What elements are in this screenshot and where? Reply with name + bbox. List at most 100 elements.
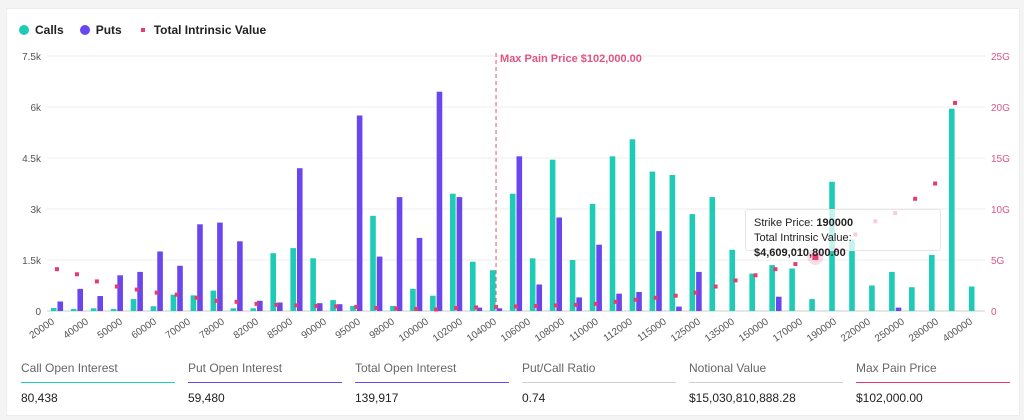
stat-total-open-interest: Total Open Interest 139,917 [355,361,509,413]
call-bar [649,171,656,311]
tiv-point [354,304,359,309]
put-bar [356,115,363,311]
call-bar [270,253,277,311]
legend-item-calls[interactable]: Calls [19,23,64,37]
call-bar [809,299,815,311]
tooltip-strike-value: 190000 [816,217,854,229]
y-right-tick-label: 20G [991,103,1010,114]
put-bar [396,197,403,311]
call-bar [849,239,855,311]
put-bar [197,224,203,311]
stat-value: $15,030,810,888.28 [689,391,796,405]
tiv-point [653,295,658,300]
tooltip-tiv-value: $4,609,010,800.00 [754,247,846,259]
tooltip-strike-label: Strike Price: [754,217,814,229]
tiv-point [394,306,399,311]
tiv-point [953,100,958,105]
x-tick-label: 98000 [368,316,397,341]
calls-swatch [19,25,29,35]
call-bar [410,288,416,311]
stat-label: Notional Value [689,361,767,375]
call-bar [250,308,257,311]
call-bar [589,203,596,311]
tiv-highlight-point [812,253,819,260]
call-bar [430,295,436,311]
legend-item-puts[interactable]: Puts [79,23,122,37]
call-bar [968,286,975,311]
open-interest-chart: 0 1.5k 3k 4.5k 6k 7.5k 0 5G 10G 15G 20G 25G Max Pain… [22,52,1010,345]
legend-item-tiv[interactable]: Total Intrinsic Value [138,23,266,37]
call-bar [170,294,177,311]
call-bar [529,258,536,311]
put-bar [137,271,143,311]
y-left-tick-label: 7.5k [22,52,42,63]
stat-value: 80,438 [21,391,58,405]
put-bar [416,237,423,311]
tiv-point [454,305,459,310]
stat-underline [522,382,676,383]
y-right-tick-label: 0 [991,307,997,318]
put-bar [376,256,383,311]
call-bar [290,248,296,311]
call-bar [130,299,137,311]
stat-label: Max Pain Price [856,361,937,375]
put-bar [257,300,263,311]
x-tick-label: 250000 [873,316,907,344]
call-bar [629,139,636,311]
x-tick-label: 170000 [771,316,805,344]
call-bar [469,261,476,311]
x-tick-label: 150000 [737,316,771,344]
call-bar [190,295,197,311]
tiv-point [154,290,159,295]
put-bar [296,168,303,311]
x-tick-label: 85000 [266,316,295,341]
stat-value: 59,480 [188,391,225,405]
x-tick-label: 110000 [568,316,601,344]
x-tick-label: 60000 [130,316,159,341]
call-bar [569,260,576,311]
tiv-point [254,301,259,306]
stat-value: $102,000.00 [856,391,923,405]
tiv-point [374,305,379,310]
stat-max-pain-price: Max Pain Price $102,000.00 [856,361,1010,413]
tiv-point [74,272,79,277]
stat-underline [188,382,342,383]
tiv-point [733,278,738,283]
x-tick-label: 82000 [232,316,261,341]
y-right-tick-label: 15G [991,154,1010,165]
tiv-point [174,292,179,297]
call-bar [450,193,456,311]
stat-label: Put/Call Ratio [522,361,596,375]
puts-swatch [79,25,90,35]
chart-tooltip: Strike Price: 190000 Total Intrinsic Val… [745,209,941,259]
tiv-point [434,307,439,312]
call-bar [549,159,556,311]
call-bar [350,305,356,311]
put-bar [775,296,782,311]
put-bar [636,291,642,311]
put-bar [436,91,443,311]
x-tick-label: 40000 [62,316,91,341]
tiv-point [274,302,279,307]
tiv-swatch [140,28,145,32]
tiv-point [793,262,798,267]
put-bar [576,297,582,311]
tiv-point [933,181,938,186]
call-bar [150,306,157,311]
x-tick-label: 220000 [839,316,873,344]
x-tick-label: 90000 [300,316,329,341]
put-bar [656,231,662,311]
max-pain-label: Max Pain Price $102,000.00 [500,53,642,65]
put-bar [516,156,523,311]
stat-label: Call Open Interest [21,361,118,375]
tiv-point [553,303,558,308]
x-tick-label: 106000 [499,316,533,344]
x-tick-label: 400000 [941,316,975,344]
legend-tiv-label: Total Intrinsic Value [153,23,267,37]
tiv-point [94,279,99,284]
call-bar [310,258,316,311]
y-left-tick-label: 1.5k [22,256,42,267]
put-bar [157,251,163,311]
x-tick-label: 20000 [28,316,57,341]
put-bar [117,275,123,311]
